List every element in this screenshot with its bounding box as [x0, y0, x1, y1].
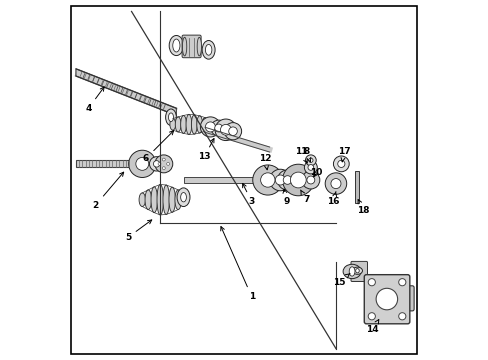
- Ellipse shape: [169, 119, 175, 130]
- Circle shape: [128, 150, 156, 177]
- Circle shape: [260, 173, 274, 187]
- Text: 1: 1: [220, 226, 254, 301]
- Circle shape: [398, 279, 405, 286]
- Ellipse shape: [180, 193, 186, 202]
- Text: 7: 7: [300, 190, 309, 204]
- Ellipse shape: [343, 264, 360, 279]
- Circle shape: [166, 162, 169, 165]
- Text: 2: 2: [92, 172, 123, 210]
- Ellipse shape: [202, 41, 215, 59]
- Circle shape: [252, 165, 282, 195]
- Text: 14: 14: [366, 320, 378, 334]
- Ellipse shape: [197, 37, 201, 56]
- Circle shape: [269, 169, 290, 191]
- Circle shape: [162, 167, 165, 170]
- Ellipse shape: [180, 116, 186, 134]
- Circle shape: [224, 123, 241, 140]
- FancyBboxPatch shape: [182, 35, 201, 58]
- Ellipse shape: [172, 39, 180, 52]
- Ellipse shape: [163, 185, 169, 215]
- Polygon shape: [76, 160, 135, 167]
- Circle shape: [200, 117, 220, 137]
- Circle shape: [155, 155, 172, 173]
- Ellipse shape: [352, 267, 362, 274]
- Text: 18: 18: [357, 199, 369, 215]
- Ellipse shape: [168, 113, 173, 122]
- Circle shape: [214, 124, 222, 132]
- Circle shape: [210, 120, 226, 136]
- Ellipse shape: [175, 190, 181, 210]
- Circle shape: [205, 122, 215, 132]
- Circle shape: [228, 127, 237, 135]
- Text: 16: 16: [326, 192, 339, 206]
- Circle shape: [304, 161, 317, 174]
- Text: 6: 6: [142, 131, 173, 163]
- Bar: [354, 171, 358, 203]
- Ellipse shape: [139, 193, 145, 207]
- Circle shape: [307, 165, 313, 170]
- Circle shape: [215, 119, 236, 140]
- Text: 8: 8: [303, 147, 310, 162]
- Ellipse shape: [177, 188, 190, 207]
- Ellipse shape: [145, 190, 151, 210]
- Ellipse shape: [175, 117, 181, 132]
- Circle shape: [325, 173, 346, 194]
- Circle shape: [333, 156, 348, 172]
- Text: 13: 13: [198, 139, 214, 161]
- Polygon shape: [76, 69, 176, 116]
- FancyBboxPatch shape: [364, 275, 409, 324]
- Ellipse shape: [169, 187, 175, 212]
- Circle shape: [282, 164, 313, 196]
- Ellipse shape: [169, 36, 183, 55]
- Text: 3: 3: [242, 184, 254, 206]
- Text: 17: 17: [337, 147, 350, 162]
- Circle shape: [283, 176, 291, 184]
- Circle shape: [375, 288, 397, 310]
- Circle shape: [398, 313, 405, 320]
- Ellipse shape: [165, 109, 176, 126]
- Text: 15: 15: [332, 274, 349, 287]
- Text: 9: 9: [283, 189, 289, 206]
- Circle shape: [220, 125, 231, 135]
- Ellipse shape: [157, 184, 163, 215]
- Circle shape: [290, 172, 305, 188]
- Circle shape: [367, 313, 375, 320]
- Circle shape: [277, 170, 297, 190]
- Ellipse shape: [205, 44, 211, 55]
- Circle shape: [301, 171, 319, 189]
- FancyBboxPatch shape: [400, 286, 413, 311]
- Circle shape: [158, 162, 161, 165]
- Circle shape: [337, 160, 344, 167]
- Text: 4: 4: [85, 87, 104, 113]
- Text: 5: 5: [124, 220, 151, 242]
- Circle shape: [136, 157, 148, 170]
- Text: 11: 11: [294, 147, 307, 163]
- Circle shape: [305, 155, 316, 166]
- Circle shape: [367, 279, 375, 286]
- Ellipse shape: [196, 116, 202, 133]
- Circle shape: [153, 161, 160, 167]
- Ellipse shape: [202, 118, 207, 131]
- Text: 10: 10: [309, 168, 322, 177]
- Ellipse shape: [348, 267, 354, 276]
- Polygon shape: [183, 177, 264, 183]
- Circle shape: [308, 158, 312, 162]
- Circle shape: [162, 158, 165, 161]
- Ellipse shape: [151, 187, 157, 213]
- Circle shape: [330, 179, 340, 189]
- Ellipse shape: [355, 269, 359, 273]
- Circle shape: [275, 175, 285, 185]
- Text: 12: 12: [259, 154, 271, 170]
- Ellipse shape: [185, 114, 191, 134]
- Ellipse shape: [182, 37, 186, 56]
- FancyBboxPatch shape: [350, 261, 367, 282]
- Circle shape: [306, 176, 314, 184]
- Ellipse shape: [191, 115, 197, 134]
- Circle shape: [149, 157, 163, 171]
